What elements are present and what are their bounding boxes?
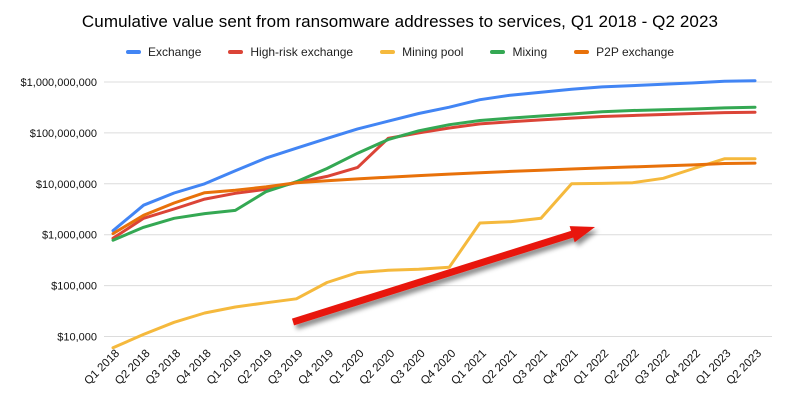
legend-swatch-p2p-exchange (574, 50, 590, 54)
legend-item-p2p-exchange: P2P exchange (574, 45, 674, 59)
y-axis-label: $10,000 (57, 332, 97, 344)
legend-swatch-high-risk-exchange (228, 50, 244, 54)
annotation-arrow (291, 226, 595, 326)
series-line-mining-pool (111, 157, 757, 350)
chart-title: Cumulative value sent from ransomware ad… (81, 12, 719, 31)
series-line-high-risk-exchange (111, 110, 757, 240)
legend-item-high-risk-exchange: High-risk exchange (228, 45, 353, 59)
legend-swatch-mining-pool (380, 50, 396, 54)
series-line-p2p-exchange (111, 161, 757, 236)
legend-label: P2P exchange (596, 45, 674, 59)
y-axis-label: $100,000,000 (30, 128, 97, 140)
annotation-arrow-head (569, 226, 595, 243)
legend-item-mixing: Mixing (490, 45, 547, 59)
series-line-exchange (111, 79, 757, 233)
series-line-mixing (111, 105, 757, 242)
legend-label: Mixing (512, 45, 548, 59)
y-axis-label: $10,000,000 (36, 179, 97, 191)
legend-label: Mining pool (402, 45, 464, 59)
y-axis-label: $1,000,000 (42, 230, 97, 242)
legend-item-exchange: Exchange (126, 45, 201, 59)
y-axis-label: $100,000 (51, 281, 97, 293)
legend-swatch-exchange (126, 50, 141, 54)
annotation-arrow-shaft (291, 230, 576, 326)
y-axis-label: $1,000,000,000 (21, 77, 97, 89)
legend-item-mining-pool: Mining pool (380, 45, 463, 59)
legend-label: Exchange (148, 45, 202, 59)
legend-swatch-mixing (490, 50, 506, 54)
legend-label: High-risk exchange (250, 45, 354, 59)
chart-legend: Exchange High-risk exchange Mining pool Mix… (0, 45, 800, 59)
